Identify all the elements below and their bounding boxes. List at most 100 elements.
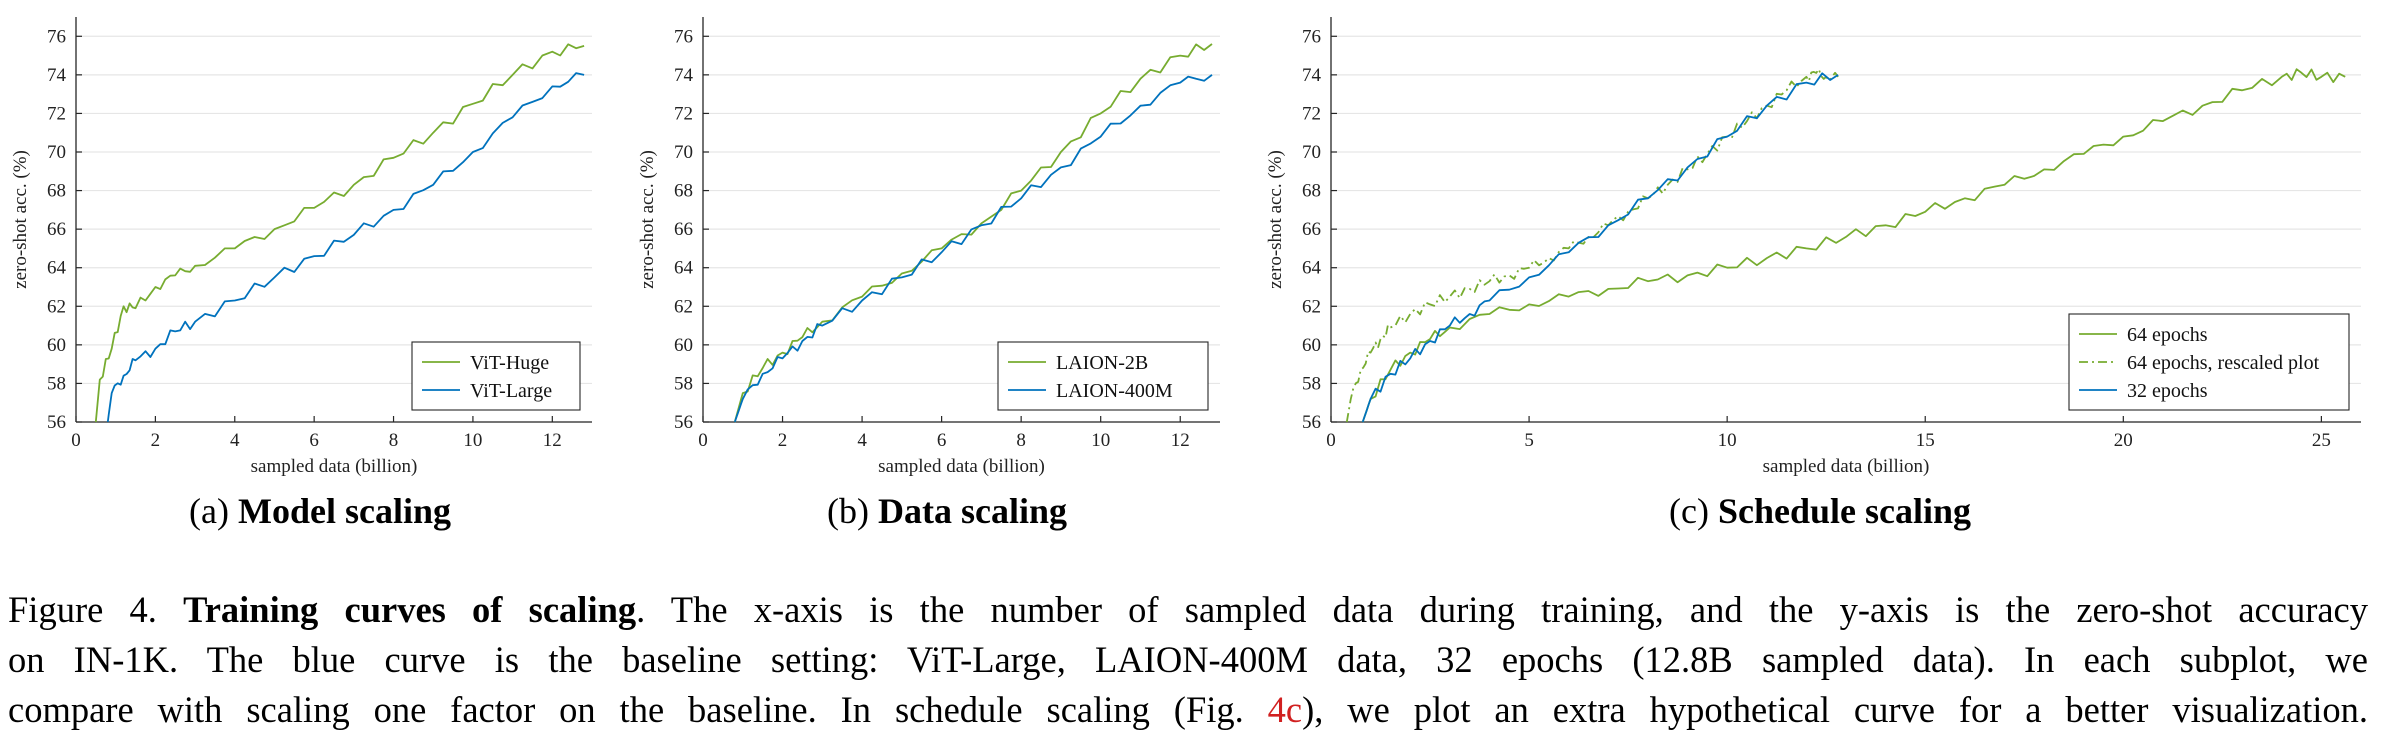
y-tick-label: 58 (47, 373, 66, 394)
y-tick-label: 72 (1302, 103, 1321, 124)
y-tick-label: 64 (47, 258, 67, 279)
figure-reference-link[interactable]: 4c (1267, 689, 1303, 730)
y-tick-label: 68 (47, 181, 66, 202)
y-axis-label: zero-shot acc. (%) (10, 150, 31, 289)
y-tick-label: 62 (47, 296, 66, 317)
caption-line: on IN-1K. The blue curve is the baseline… (8, 635, 2368, 685)
y-tick-label: 58 (1302, 373, 1321, 394)
y-tick-label: 68 (1302, 181, 1321, 202)
y-tick-label: 76 (1302, 26, 1321, 47)
legend-box (411, 341, 581, 411)
x-axis-label: sampled data (billion) (878, 456, 1045, 477)
y-tick-label: 58 (674, 373, 693, 394)
y-tick-label: 62 (1302, 296, 1321, 317)
series-line (733, 74, 1213, 423)
caption-line: Figure 4. Training curves of scaling. Th… (8, 585, 2368, 635)
subcaption-title: Schedule scaling (1717, 491, 1972, 531)
x-tick-label: 20 (2114, 430, 2133, 451)
legend: 64 epochs 64 epochs, rescaled plot 32 epoc… (2068, 313, 2350, 411)
x-tick-label: 2 (778, 430, 788, 451)
x-tick-label: 0 (1326, 430, 1336, 451)
x-tick-label: 8 (1016, 430, 1026, 451)
panel-schedule-scaling: 56 58 60 62 64 66 68 70 72 74 76 0 5 10 15 20 25 sampled … (1265, 17, 2361, 477)
x-tick-label: 10 (463, 430, 482, 451)
y-tick-label: 74 (47, 65, 67, 86)
y-tick-label: 56 (674, 412, 693, 433)
x-tick-label: 25 (2312, 430, 2331, 451)
legend-box (2068, 313, 2350, 411)
y-tick-label: 72 (674, 103, 693, 124)
y-tick-label: 66 (674, 219, 693, 240)
legend-entry: ViT-Huge (470, 352, 549, 374)
legend-entry: LAION-2B (1056, 352, 1148, 374)
y-axis-label: zero-shot acc. (%) (1265, 150, 1286, 289)
caption-text: Figure 4. (8, 589, 184, 630)
y-tick-label: 56 (1302, 412, 1321, 433)
x-tick-label: 10 (1718, 430, 1737, 451)
legend-entry: 64 epochs, rescaled plot (2127, 352, 2320, 374)
series-line (1345, 68, 1839, 423)
y-tick-label: 56 (47, 412, 66, 433)
subcaption-title: Data scaling (877, 491, 1067, 531)
subcaption-prefix: (a) (189, 491, 238, 531)
x-tick-label: 4 (857, 430, 867, 451)
legend-entry: 32 epochs (2127, 380, 2208, 402)
x-axis-label: sampled data (billion) (1763, 456, 1930, 477)
subcaption-title: Model scaling (237, 491, 451, 531)
x-tick-label: 0 (698, 430, 708, 451)
y-tick-label: 60 (674, 335, 693, 356)
y-tick-label: 68 (674, 181, 693, 202)
subcaption-schedule-scaling: (c) Schedule scaling (1669, 490, 1971, 532)
y-tick-label: 76 (674, 26, 693, 47)
x-tick-label: 12 (1171, 430, 1190, 451)
legend-entry: ViT-Large (470, 380, 552, 402)
x-tick-label: 0 (71, 430, 81, 451)
y-tick-label: 70 (47, 142, 66, 163)
y-tick-label: 74 (674, 65, 694, 86)
y-axis-label: zero-shot acc. (%) (637, 150, 658, 289)
subcaption-prefix: (c) (1668, 491, 1718, 531)
series-line (733, 43, 1213, 423)
y-tick-label: 72 (47, 103, 66, 124)
y-tick-label: 74 (1302, 65, 1322, 86)
y-tick-label: 76 (47, 26, 66, 47)
x-tick-label: 12 (543, 430, 562, 451)
y-tick-label: 66 (47, 219, 66, 240)
subcaption-model-scaling: (a) Model scaling (189, 490, 451, 532)
x-tick-label: 8 (389, 430, 399, 451)
y-tick-label: 64 (1302, 258, 1322, 279)
series-line (106, 72, 585, 423)
series-line (94, 43, 585, 423)
subcaption-data-scaling: (b) Data scaling (827, 490, 1067, 532)
figure-caption: Figure 4. Training curves of scaling. Th… (8, 585, 2368, 735)
x-tick-label: 4 (230, 430, 240, 451)
series-line (1361, 68, 2346, 423)
y-tick-label: 62 (674, 296, 693, 317)
legend-entry: 64 epochs (2127, 324, 2208, 346)
y-tick-label: 64 (674, 258, 694, 279)
caption-text: . The x-axis is the number of sampled da… (636, 589, 2369, 630)
x-tick-label: 2 (151, 430, 161, 451)
series-line (1361, 72, 1839, 423)
y-tick-label: 60 (1302, 335, 1321, 356)
caption-title: Training curves of scaling (183, 589, 637, 630)
x-tick-label: 6 (937, 430, 947, 451)
legend-entry: LAION-400M (1056, 380, 1173, 402)
caption-text: compare with scaling one factor on the b… (8, 689, 1268, 730)
caption-text: ), we plot an extra hypothetical curve f… (1302, 689, 2368, 730)
legend: LAION-2B LAION-400M (997, 341, 1209, 411)
y-tick-label: 70 (674, 142, 693, 163)
y-tick-label: 66 (1302, 219, 1321, 240)
x-tick-label: 5 (1524, 430, 1534, 451)
caption-text: on IN-1K. The blue curve is the baseline… (8, 639, 2368, 680)
x-tick-label: 6 (309, 430, 319, 451)
caption-line: compare with scaling one factor on the b… (8, 685, 2368, 735)
legend: ViT-Huge ViT-Large (411, 341, 581, 411)
legend-box (997, 341, 1209, 411)
x-tick-label: 15 (1916, 430, 1935, 451)
x-axis-label: sampled data (billion) (251, 456, 418, 477)
x-tick-label: 10 (1091, 430, 1110, 451)
